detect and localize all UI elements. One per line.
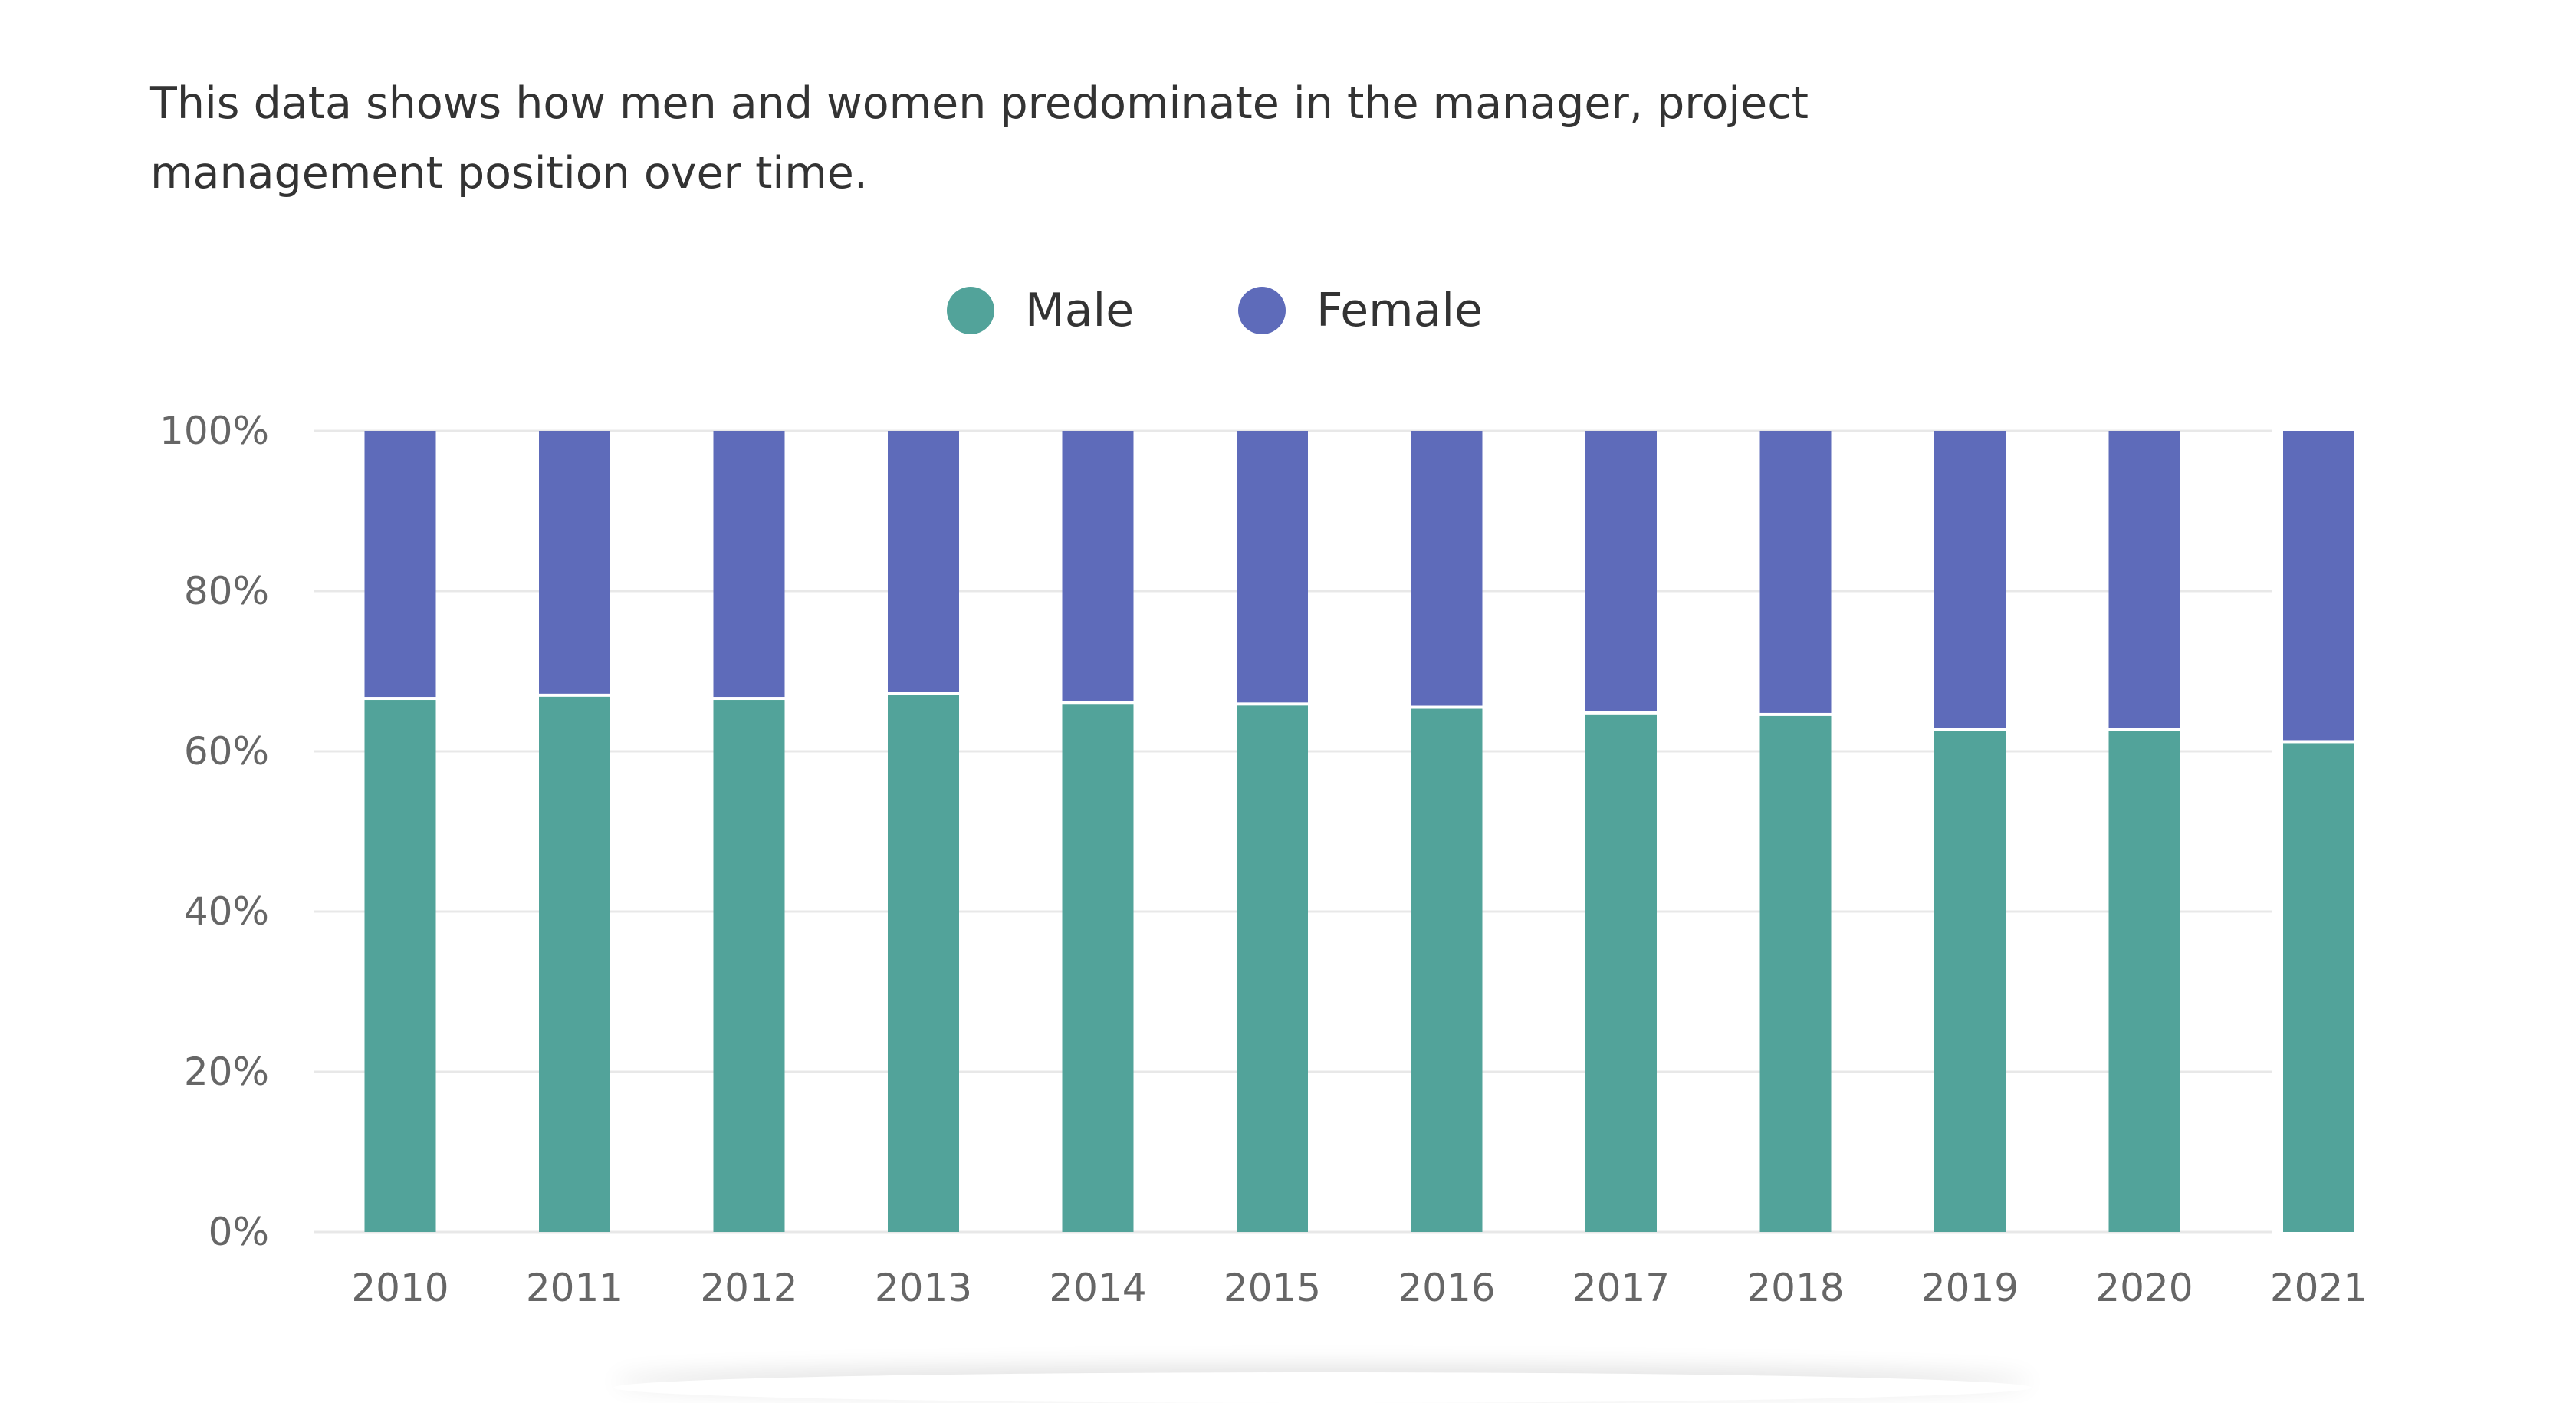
legend-item-female[interactable]: Female	[1238, 284, 1483, 337]
y-tick-label: 80%	[184, 569, 269, 613]
y-tick-label: 100%	[159, 409, 269, 453]
legend-label-female: Female	[1316, 284, 1483, 337]
bar-male-2020[interactable]	[2108, 731, 2180, 1232]
bar-female-2020[interactable]	[2108, 431, 2180, 728]
bar-female-2010[interactable]	[364, 431, 436, 698]
bar-male-2016[interactable]	[1411, 708, 1483, 1232]
x-tick-label: 2013	[875, 1266, 972, 1310]
bar-female-2019[interactable]	[1934, 431, 2006, 728]
y-tick-label: 0%	[209, 1210, 269, 1254]
x-tick-label: 2014	[1049, 1266, 1146, 1310]
x-tick-label: 2018	[1746, 1266, 1844, 1310]
card-shadow	[613, 1372, 2032, 1403]
bar-male-2011[interactable]	[539, 696, 610, 1232]
y-tick-label: 20%	[184, 1050, 269, 1094]
x-tick-label: 2021	[2270, 1266, 2367, 1310]
bar-male-2021[interactable]	[2283, 743, 2354, 1232]
bar-male-2013[interactable]	[888, 695, 959, 1232]
female-swatch-icon	[1238, 287, 1286, 334]
x-tick-label: 2017	[1572, 1266, 1670, 1310]
bar-male-2017[interactable]	[1585, 714, 1657, 1232]
male-swatch-icon	[947, 287, 994, 334]
x-tick-label: 2010	[351, 1266, 449, 1310]
x-tick-label: 2020	[2095, 1266, 2193, 1310]
bar-female-2017[interactable]	[1585, 431, 1657, 711]
bar-male-2014[interactable]	[1062, 704, 1134, 1232]
bar-female-2018[interactable]	[1760, 431, 1832, 713]
chart-description: This data shows how men and women predom…	[150, 78, 1809, 199]
bar-female-2011[interactable]	[539, 431, 610, 694]
x-tick-label: 2016	[1398, 1266, 1495, 1310]
bar-female-2015[interactable]	[1237, 431, 1308, 703]
bar-male-2010[interactable]	[364, 700, 436, 1232]
bar-male-2012[interactable]	[713, 700, 785, 1232]
bar-male-2018[interactable]	[1760, 715, 1832, 1232]
y-tick-label: 40%	[184, 889, 269, 934]
bar-male-2015[interactable]	[1237, 705, 1308, 1232]
x-tick-label: 2012	[700, 1266, 797, 1310]
x-tick-label: 2011	[526, 1266, 623, 1310]
x-tick-label: 2019	[1921, 1266, 2019, 1310]
bar-female-2014[interactable]	[1062, 431, 1134, 702]
y-tick-label: 60%	[184, 729, 269, 774]
bar-female-2016[interactable]	[1411, 431, 1483, 706]
x-tick-label: 2015	[1224, 1266, 1321, 1310]
bar-male-2019[interactable]	[1934, 731, 2006, 1232]
bar-female-2013[interactable]	[888, 431, 959, 692]
legend-item-male[interactable]: Male	[947, 284, 1134, 337]
legend: Male Female	[0, 284, 2576, 345]
legend-label-male: Male	[1025, 284, 1135, 337]
bar-female-2012[interactable]	[713, 431, 785, 698]
bar-female-2021[interactable]	[2283, 431, 2354, 741]
